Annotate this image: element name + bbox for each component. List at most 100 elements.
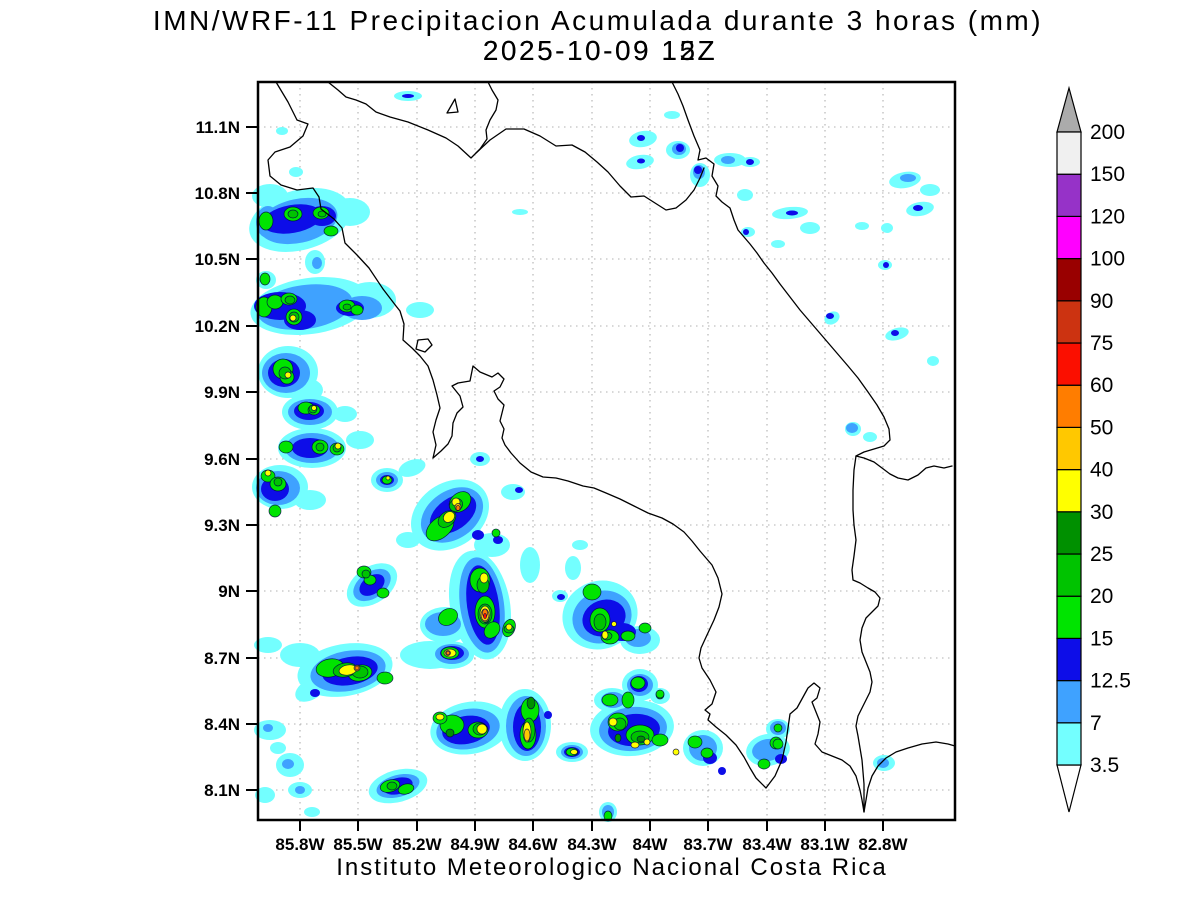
precip-cell-level-6 (385, 475, 391, 481)
lon-axis: 85.8W 85.5W 85.2W 84.9W 84.6W 84.3W 84W 83.7W 83… (275, 820, 909, 854)
lon-tick-label: 83.4W (742, 835, 792, 854)
pacific-coastline (267, 81, 956, 813)
precip-cell-level-0 (346, 431, 374, 449)
precip-cell-level-1 (312, 257, 322, 269)
lake-nicaragua-outline (327, 81, 499, 159)
precip-cell-level-3 (700, 747, 714, 759)
lat-axis: 11.1N 10.8N 10.5N 10.2N 9.9N 9.6N 9.3N 9N 8.7N 8.… (195, 118, 258, 800)
precip-cell-level-2 (557, 594, 565, 600)
colorbar-segment (1056, 426, 1082, 471)
colorbar-boundary-label: 120 (1090, 205, 1125, 228)
precip-cell-level-1 (721, 156, 735, 164)
colorbar-segment (1056, 595, 1082, 640)
colorbar-boundary-label: 25 (1090, 543, 1113, 566)
colorbar-segment (1056, 553, 1082, 597)
panama-border (851, 455, 881, 813)
precip-cell-level-0 (855, 222, 869, 230)
precip-cell-level-1 (877, 758, 889, 768)
colorbar-segment (1056, 258, 1082, 302)
page-title: IMN/WRF-11 Precipitacion Acumulada duran… (153, 5, 1043, 36)
lat-tick-label: 9.6N (204, 450, 240, 469)
precip-cell-level-2 (637, 135, 645, 141)
precip-cell-level-3 (651, 733, 669, 747)
colorbar-segment (1056, 637, 1082, 682)
precip-cell-level-6 (672, 748, 680, 756)
gulf-island-outline (415, 338, 433, 353)
colorbar-segment (1056, 384, 1082, 429)
lon-tick-label: 84W (633, 835, 669, 854)
lat-tick-label: 9.3N (204, 516, 240, 535)
precip-cell-level-6 (611, 621, 617, 627)
precip-cell-level-0 (881, 223, 893, 233)
colorbar-over-arrow (1056, 85, 1082, 133)
precip-cell-level-2 (310, 689, 320, 697)
lat-tick-label: 9N (218, 582, 240, 601)
precip-cell-level-8 (455, 505, 461, 511)
colorbar-segment (1056, 215, 1082, 260)
precip-cell-level-3 (483, 621, 501, 639)
precip-cell-level-0 (920, 184, 940, 196)
precip-cell-level-1 (295, 786, 305, 794)
precip-cell-level-2 (515, 487, 523, 493)
lon-tick-label: 84.9W (450, 835, 500, 854)
lon-tick-label: 82.8W (858, 835, 908, 854)
precip-cell-level-2 (775, 754, 787, 764)
colorbar-segment (1056, 722, 1082, 766)
precip-cell-level-2 (493, 536, 503, 544)
precip-cell-level-0 (565, 556, 581, 580)
colorbar-boundary-label: 75 (1090, 332, 1113, 355)
precip-cell-level-0 (294, 490, 326, 510)
lat-tick-label: 10.2N (195, 317, 240, 336)
lat-tick-label: 10.5N (195, 250, 240, 269)
precip-cell-level-8 (354, 665, 360, 671)
precip-cell-level-0 (927, 356, 939, 366)
precip-cell-level-3 (687, 735, 703, 749)
colorbar-boundary-label: 3.5 (1090, 754, 1119, 777)
colorbar-boxes (1056, 131, 1082, 766)
colorbar-boundary-label: 90 (1090, 290, 1113, 313)
precip-cell-level-6 (505, 623, 513, 631)
precip-cell-level-3 (773, 723, 783, 733)
lon-tick-label: 84.3W (567, 835, 617, 854)
precip-cell-level-3 (655, 689, 665, 699)
colorbar: 200 150 120 100 90 75 60 50 40 30 25 20 15 12.5 7 3.5 (1056, 85, 1131, 813)
colorbar-boundary-label: 200 (1090, 121, 1125, 144)
precip-cell-level-2 (913, 205, 923, 211)
precip-cell-level-0 (270, 742, 286, 754)
colorbar-boundary-label: 12.5 (1090, 670, 1131, 693)
precip-cell-level-1 (263, 724, 273, 732)
precip-cell-level-6 (289, 314, 297, 322)
precip-cell-level-0 (863, 432, 877, 442)
colorbar-boundary-label: 15 (1090, 627, 1113, 650)
precip-cell-level-4 (342, 303, 352, 311)
precip-cell-level-6 (476, 723, 488, 735)
lon-tick-label: 85.8W (275, 835, 325, 854)
precip-cell-level-1 (900, 174, 916, 182)
precip-cell-level-0 (254, 637, 282, 653)
precip-cell-level-4 (287, 209, 299, 219)
precip-cell-level-6 (570, 749, 578, 755)
precip-cell-level-5 (445, 728, 455, 738)
precip-cell-level-6 (643, 738, 651, 746)
precip-cell-level-2 (637, 158, 645, 164)
precip-cell-level-2 (402, 94, 414, 98)
colorbar-segment (1056, 469, 1082, 513)
precip-cell-level-0 (520, 547, 540, 583)
lon-tick-label: 83.7W (683, 835, 733, 854)
precip-cell-level-3 (620, 630, 636, 642)
valid-time: 2025-10-09 15Z (483, 35, 717, 66)
colorbar-segment (1056, 300, 1082, 344)
precip-cell-level-2 (476, 456, 484, 462)
precip-cell-level-3 (621, 691, 635, 709)
precip-cell-level-9 (483, 613, 487, 619)
precip-cell-level-3 (397, 783, 415, 795)
colorbar-boundary-label: 7 (1090, 712, 1102, 735)
precip-cell-level-3 (601, 693, 619, 707)
lat-tick-label: 9.9N (204, 383, 240, 402)
precip-cell-level-4 (284, 295, 296, 305)
lon-tick-label: 85.2W (392, 835, 442, 854)
precip-cell-level-4 (593, 613, 607, 631)
colorbar-segment (1056, 342, 1082, 386)
precip-cell-level-0 (276, 127, 288, 135)
